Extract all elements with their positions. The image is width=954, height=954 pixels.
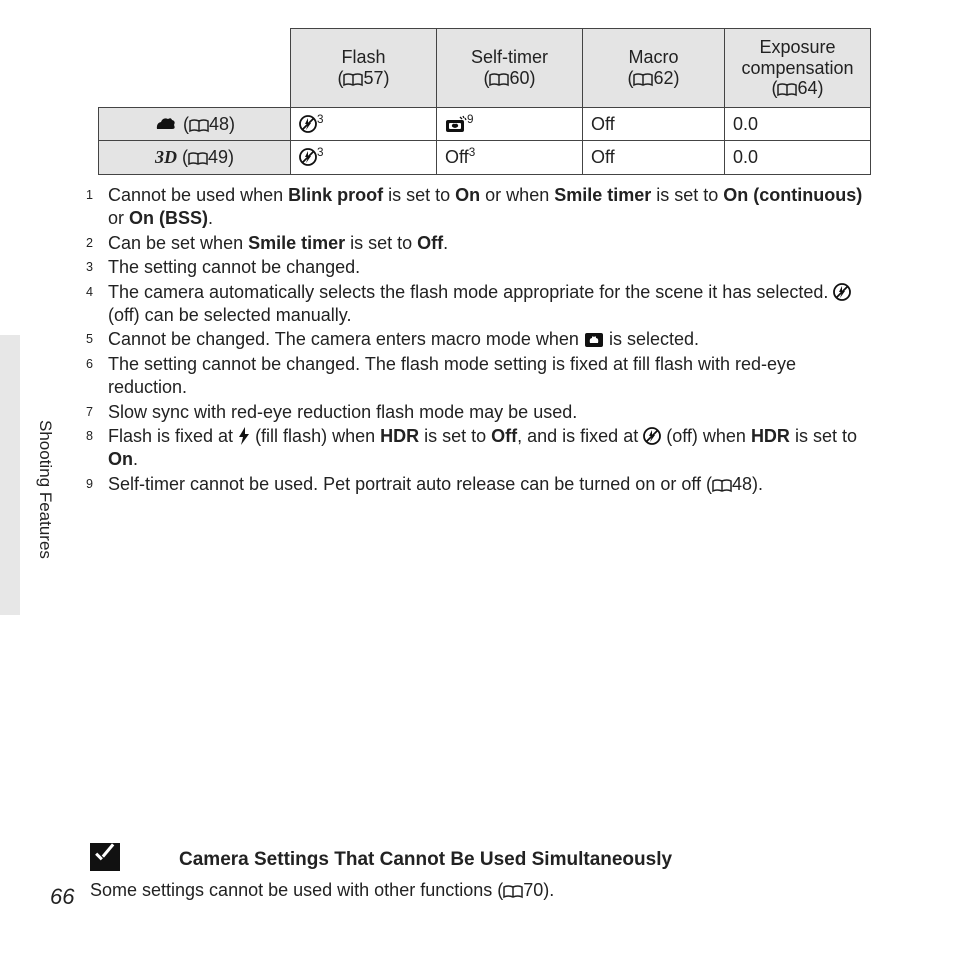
table-header-flash: Flash (57): [291, 29, 437, 108]
side-tab-label: Shooting Features: [34, 420, 56, 559]
table-cell: 9: [437, 108, 583, 141]
footnote: 8Flash is fixed at (fill flash) when HDR…: [86, 425, 876, 472]
side-tab: [0, 335, 20, 615]
footnote-number: 1: [86, 184, 108, 207]
book-icon: [777, 83, 797, 97]
footnote: 4The camera automatically selects the fl…: [86, 281, 876, 328]
footnote-text: The setting cannot be changed. The flash…: [108, 353, 876, 400]
footnote-text: Flash is fixed at (fill flash) when HDR …: [108, 425, 876, 472]
flash-icon: [238, 427, 250, 445]
check-icon: [90, 843, 120, 871]
footnote-number: 8: [86, 425, 108, 448]
footnote: 2Can be set when Smile timer is set to O…: [86, 232, 876, 255]
table-header-selftimer: Self-timer (60): [437, 29, 583, 108]
table-header-macro: Macro (62): [583, 29, 725, 108]
note-box: Camera Settings That Cannot Be Used Simu…: [90, 843, 880, 903]
pet-icon: [154, 115, 178, 133]
footnote-text: Cannot be changed. The camera enters mac…: [108, 328, 876, 351]
note-title: Camera Settings That Cannot Be Used Simu…: [179, 849, 672, 870]
footnote-text: Cannot be used when Blink proof is set t…: [108, 184, 876, 231]
flash-off-icon: [643, 427, 661, 445]
footnote-text: The camera automatically selects the fla…: [108, 281, 876, 328]
row-header: 3D (49): [99, 141, 291, 174]
book-icon: [712, 479, 732, 493]
footnote-number: 4: [86, 281, 108, 304]
flash-off-icon: [299, 148, 317, 166]
book-icon: [189, 119, 209, 133]
table-cell: Off3: [437, 141, 583, 174]
table-row: 3D (49)3Off3Off0.0: [99, 141, 871, 174]
pet-release-icon: [445, 115, 467, 133]
flash-off-icon: [833, 283, 851, 301]
settings-table: Flash (57) Self-timer (60) Macro (62) Ex…: [98, 28, 871, 175]
flash-off-icon: [299, 115, 317, 133]
row-header: (48): [99, 108, 291, 141]
table-body: (48)39Off0.03D (49)3Off3Off0.0: [99, 108, 871, 175]
footnote: 1Cannot be used when Blink proof is set …: [86, 184, 876, 231]
closeup-icon: [584, 332, 604, 348]
book-icon: [343, 73, 363, 87]
footnote-text: Can be set when Smile timer is set to Of…: [108, 232, 876, 255]
footnote: 3The setting cannot be changed.: [86, 256, 876, 279]
footnotes: 1Cannot be used when Blink proof is set …: [86, 184, 876, 497]
table-cell: Off: [583, 141, 725, 174]
footnote-number: 5: [86, 328, 108, 351]
footnote-text: The setting cannot be changed.: [108, 256, 876, 279]
footnote: 9Self-timer cannot be used. Pet portrait…: [86, 473, 876, 496]
book-icon: [633, 73, 653, 87]
table-cell: 3: [291, 141, 437, 174]
footnote-number: 7: [86, 401, 108, 424]
book-icon: [503, 885, 523, 899]
table-cell: 3: [291, 108, 437, 141]
footnote-number: 9: [86, 473, 108, 496]
table-cell: 0.0: [725, 108, 871, 141]
footnote-number: 6: [86, 353, 108, 376]
footnote-text: Slow sync with red-eye reduction flash m…: [108, 401, 876, 424]
footnote: 7Slow sync with red-eye reduction flash …: [86, 401, 876, 424]
table-cell: 0.0: [725, 141, 871, 174]
page-number: 66: [50, 883, 74, 912]
book-icon: [489, 73, 509, 87]
table-header-exposure: Exposure compensation (64): [725, 29, 871, 108]
footnote-number: 2: [86, 232, 108, 255]
table-cell: Off: [583, 108, 725, 141]
table-header-blank: [99, 29, 291, 108]
footnote-text: Self-timer cannot be used. Pet portrait …: [108, 473, 876, 496]
footnote: 5Cannot be changed. The camera enters ma…: [86, 328, 876, 351]
table-row: (48)39Off0.0: [99, 108, 871, 141]
footnote-number: 3: [86, 256, 108, 279]
footnote: 6The setting cannot be changed. The flas…: [86, 353, 876, 400]
note-body: Some settings cannot be used with other …: [90, 879, 880, 902]
book-icon: [188, 152, 208, 166]
